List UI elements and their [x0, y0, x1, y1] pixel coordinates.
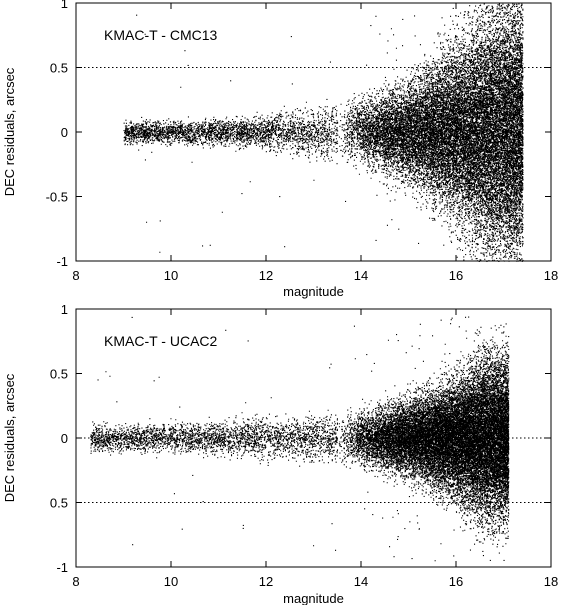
scatter-points [123, 3, 524, 262]
x-tick-label: 18 [544, 268, 558, 283]
y-tick-label: 0 [61, 125, 68, 140]
x-tick-label: 8 [72, 574, 79, 589]
y-tick-label: 0.5 [50, 61, 68, 76]
x-tick-label: 12 [259, 574, 273, 589]
y-axis-title: DEC residuals, arcsec [2, 373, 17, 502]
y-axis-title: DEC residuals, arcsec [2, 67, 17, 196]
x-tick-label: 18 [544, 574, 558, 589]
x-tick-label: 8 [72, 268, 79, 283]
y-tick-label: 0.5 [50, 496, 68, 511]
x-tick-label: 16 [449, 268, 463, 283]
x-axis-title: magnitude [283, 591, 344, 605]
x-tick-label: 14 [354, 574, 368, 589]
x-tick-label: 10 [164, 268, 178, 283]
scatter-points [90, 316, 510, 562]
y-tick-label: 1 [61, 0, 68, 11]
y-tick-label: -1 [56, 560, 68, 575]
panel-annotation: KMAC-T - UCAC2 [104, 333, 218, 349]
y-tick-label: 0.5 [50, 367, 68, 382]
x-tick-label: 16 [449, 574, 463, 589]
y-tick-label: -0.5 [46, 190, 68, 205]
x-tick-label: 10 [164, 574, 178, 589]
y-tick-label: 1 [61, 302, 68, 317]
chart-panel-1: 8 10 12 14 16 18 -1 -0.5 0 0.5 1 magnitude DEC resid… [2, 0, 558, 299]
y-tick-label: 0 [61, 431, 68, 446]
y-tick-label: -1 [56, 254, 68, 269]
panel-annotation: KMAC-T - CMC13 [104, 27, 218, 43]
x-tick-label: 12 [259, 268, 273, 283]
x-axis-title: magnitude [283, 284, 344, 299]
chart-panel-2: 8 10 12 14 16 18 -1 0.5 0 0.5 1 magnitude DEC residu… [2, 302, 558, 605]
x-tick-label: 14 [354, 268, 368, 283]
